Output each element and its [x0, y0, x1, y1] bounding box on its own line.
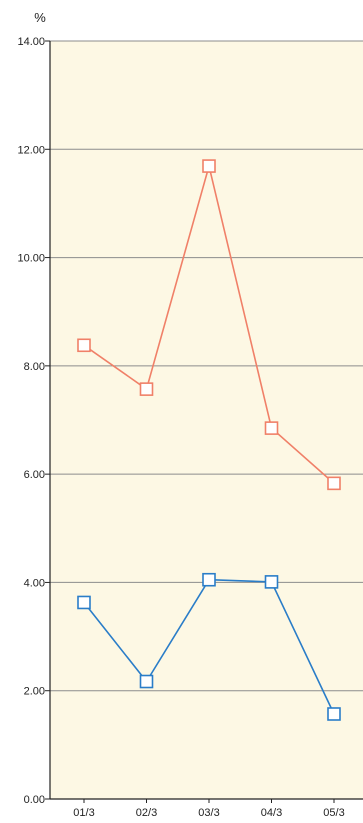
y-tick-label-5: 10.00 — [17, 253, 45, 265]
y-tick-label-0: 0.00 — [24, 794, 45, 806]
series-0-point-1 — [139, 382, 154, 396]
series-1-point-0 — [77, 595, 91, 610]
series-1-point-4 — [327, 707, 341, 721]
y-tick-label-2: 4.00 — [24, 577, 45, 589]
series-1-point-3 — [264, 575, 279, 589]
series-1-point-1 — [139, 674, 154, 689]
x-tick-label-2: 03/3 — [198, 807, 219, 819]
x-tick-label-3: 04/3 — [261, 807, 282, 819]
series-0-point-0 — [77, 338, 91, 353]
series-0-point-2 — [202, 159, 216, 173]
series-0-point-4 — [327, 476, 341, 491]
x-tick-label-1: 02/3 — [136, 807, 157, 819]
y-tick-label-6: 12.00 — [17, 144, 45, 156]
y-tick-label-1: 2.00 — [24, 686, 45, 698]
series-0-point-3 — [264, 421, 279, 435]
y-tick-label-4: 8.00 — [24, 361, 45, 373]
y-tick-label-3: 6.00 — [24, 469, 45, 481]
x-tick-label-0: 01/3 — [73, 807, 94, 819]
x-tick-label-4: 05/3 — [323, 807, 344, 819]
y-unit-label: % — [34, 10, 46, 25]
y-tick-label-7: 14.00 — [17, 36, 45, 48]
plot-background — [50, 41, 363, 799]
series-1-point-2 — [202, 572, 216, 587]
